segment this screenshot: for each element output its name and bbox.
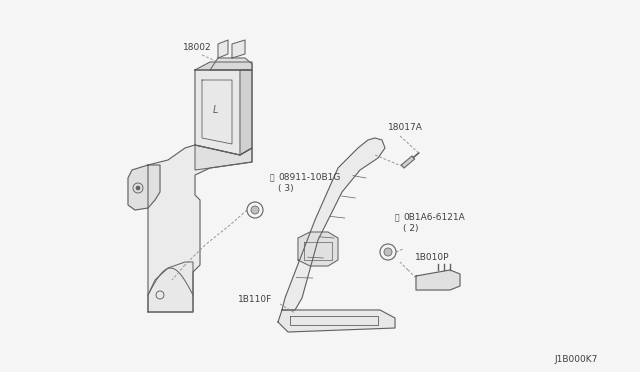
Polygon shape <box>128 165 160 210</box>
Polygon shape <box>210 58 252 70</box>
Text: Ⓡ: Ⓡ <box>270 173 275 183</box>
Text: ( 3): ( 3) <box>278 183 294 192</box>
Text: 1B110F: 1B110F <box>238 295 272 305</box>
Polygon shape <box>195 70 252 155</box>
Polygon shape <box>195 62 252 70</box>
Polygon shape <box>416 270 460 290</box>
Polygon shape <box>401 156 415 168</box>
Circle shape <box>251 206 259 214</box>
Polygon shape <box>282 138 385 310</box>
Polygon shape <box>298 232 338 266</box>
Circle shape <box>136 186 140 190</box>
Text: Ⓡ: Ⓡ <box>395 214 399 222</box>
Polygon shape <box>232 40 245 58</box>
Text: L: L <box>212 105 218 115</box>
Polygon shape <box>148 145 252 312</box>
Polygon shape <box>195 145 252 170</box>
Polygon shape <box>278 310 395 332</box>
Text: 08911-10B1G: 08911-10B1G <box>278 173 340 183</box>
Text: 0B1A6-6121A: 0B1A6-6121A <box>403 214 465 222</box>
Polygon shape <box>240 70 252 155</box>
Circle shape <box>384 248 392 256</box>
Text: 18002: 18002 <box>183 43 212 52</box>
Text: J1B000K7: J1B000K7 <box>555 356 598 365</box>
Polygon shape <box>218 40 228 58</box>
Text: 1B010P: 1B010P <box>415 253 449 263</box>
Polygon shape <box>148 262 193 312</box>
Text: 18017A: 18017A <box>388 123 423 132</box>
Text: ( 2): ( 2) <box>403 224 419 232</box>
